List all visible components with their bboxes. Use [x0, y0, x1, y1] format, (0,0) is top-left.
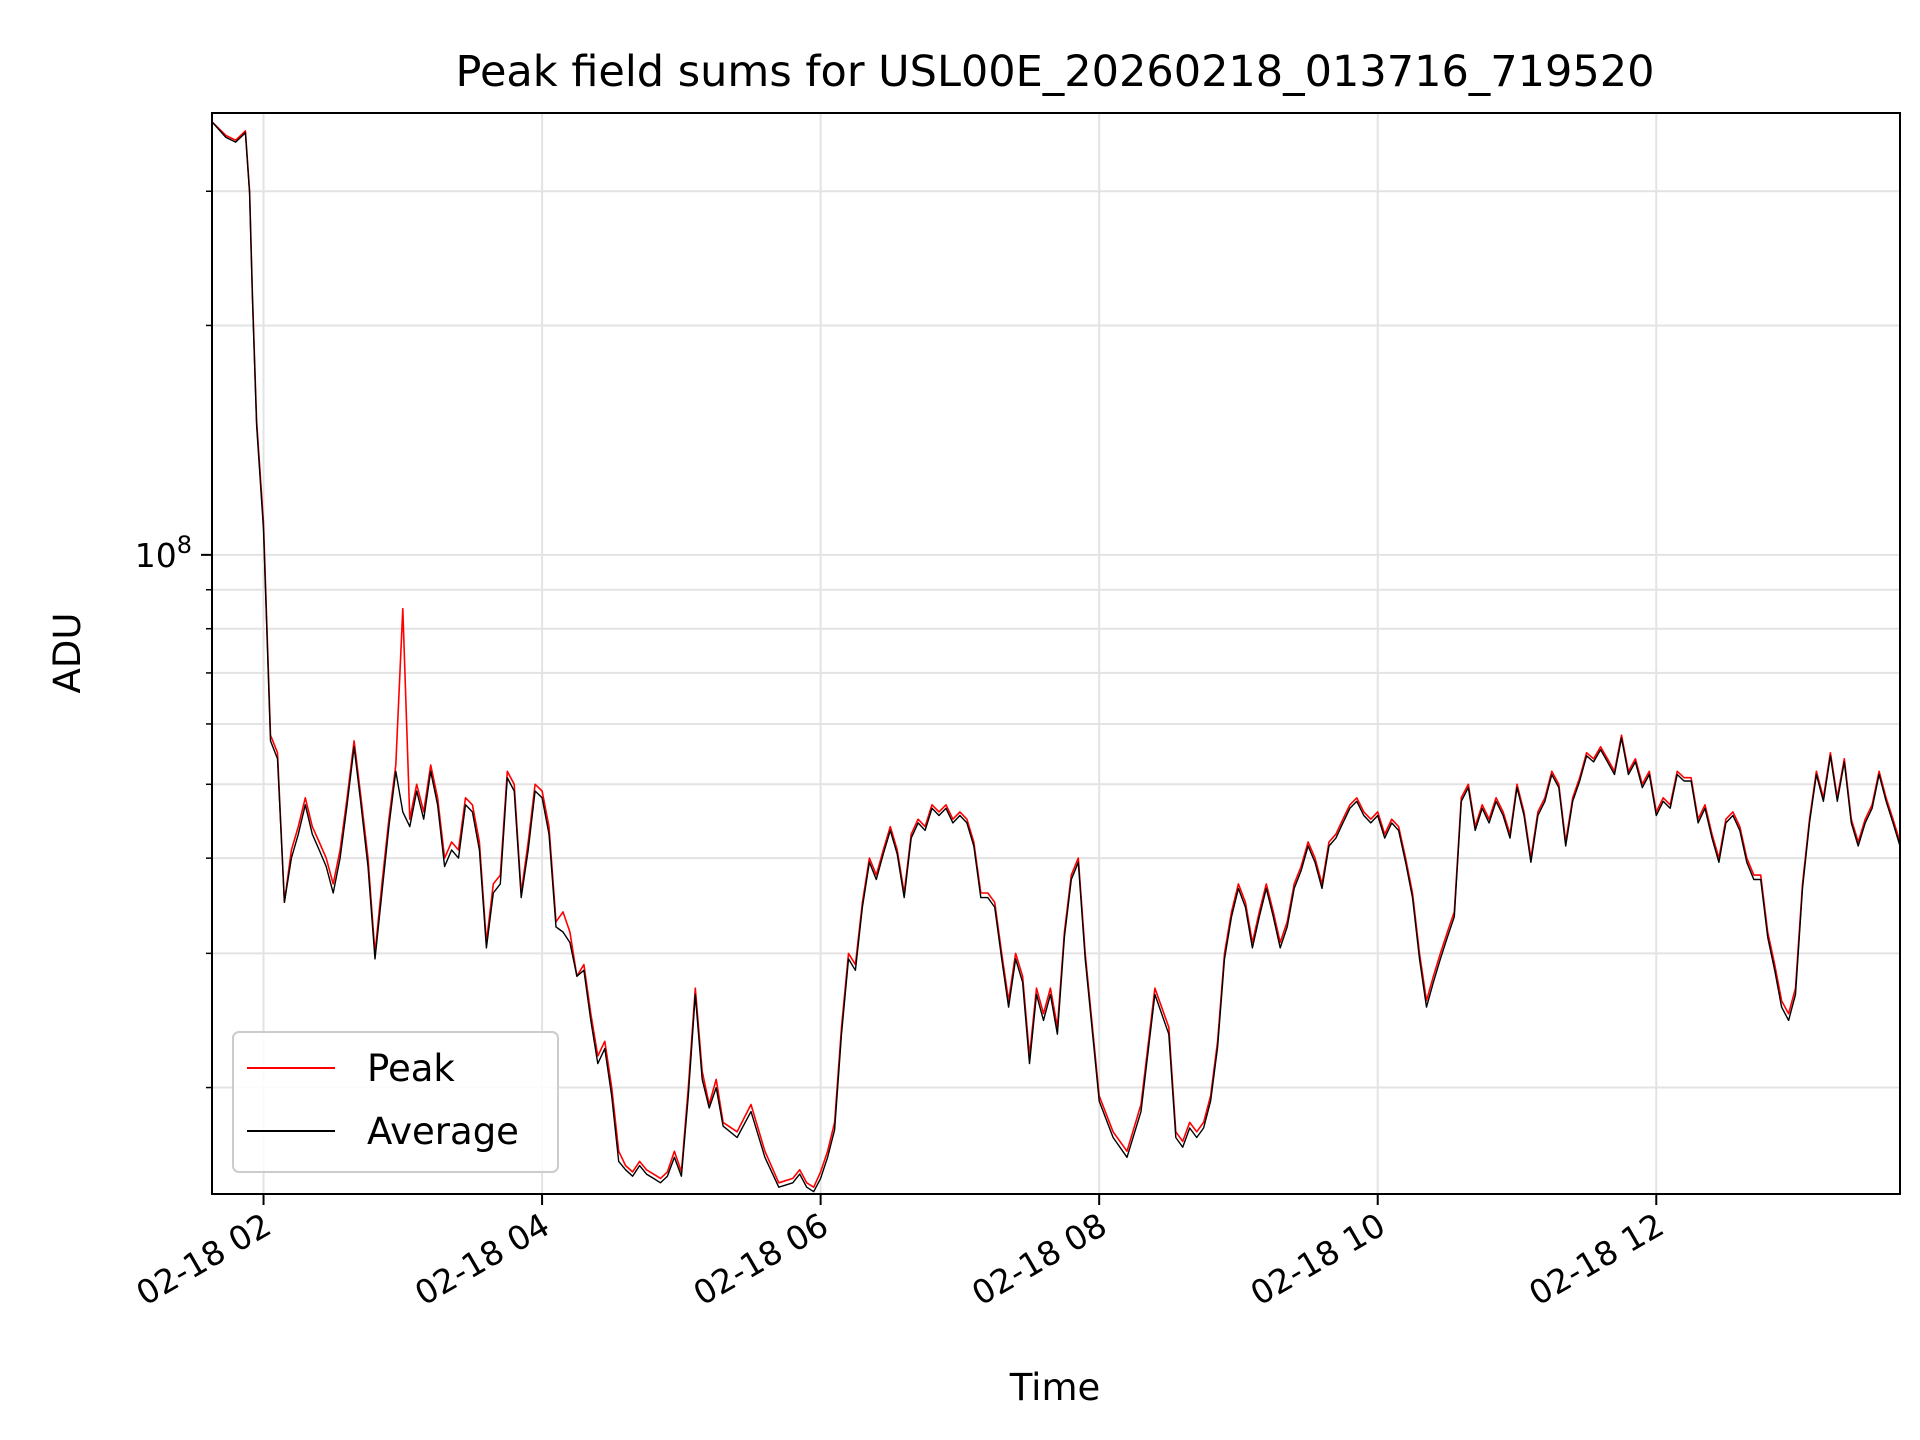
series-group — [211, 121, 1901, 1193]
legend: Peak Average — [232, 1031, 559, 1173]
y-tick-label: 108 — [135, 531, 192, 575]
series-line-average — [211, 121, 1901, 1193]
y-axis: 108 — [135, 190, 212, 1089]
legend-label-peak: Peak — [367, 1047, 455, 1090]
legend-label-average: Average — [367, 1110, 519, 1153]
chart-title: Peak field sums for USL00E_20260218_0137… — [456, 47, 1655, 97]
grid — [212, 113, 1900, 1194]
plot-frame — [211, 112, 1901, 1195]
x-axis-label: Time — [1009, 1366, 1101, 1409]
y-axis-label: ADU — [46, 613, 89, 694]
